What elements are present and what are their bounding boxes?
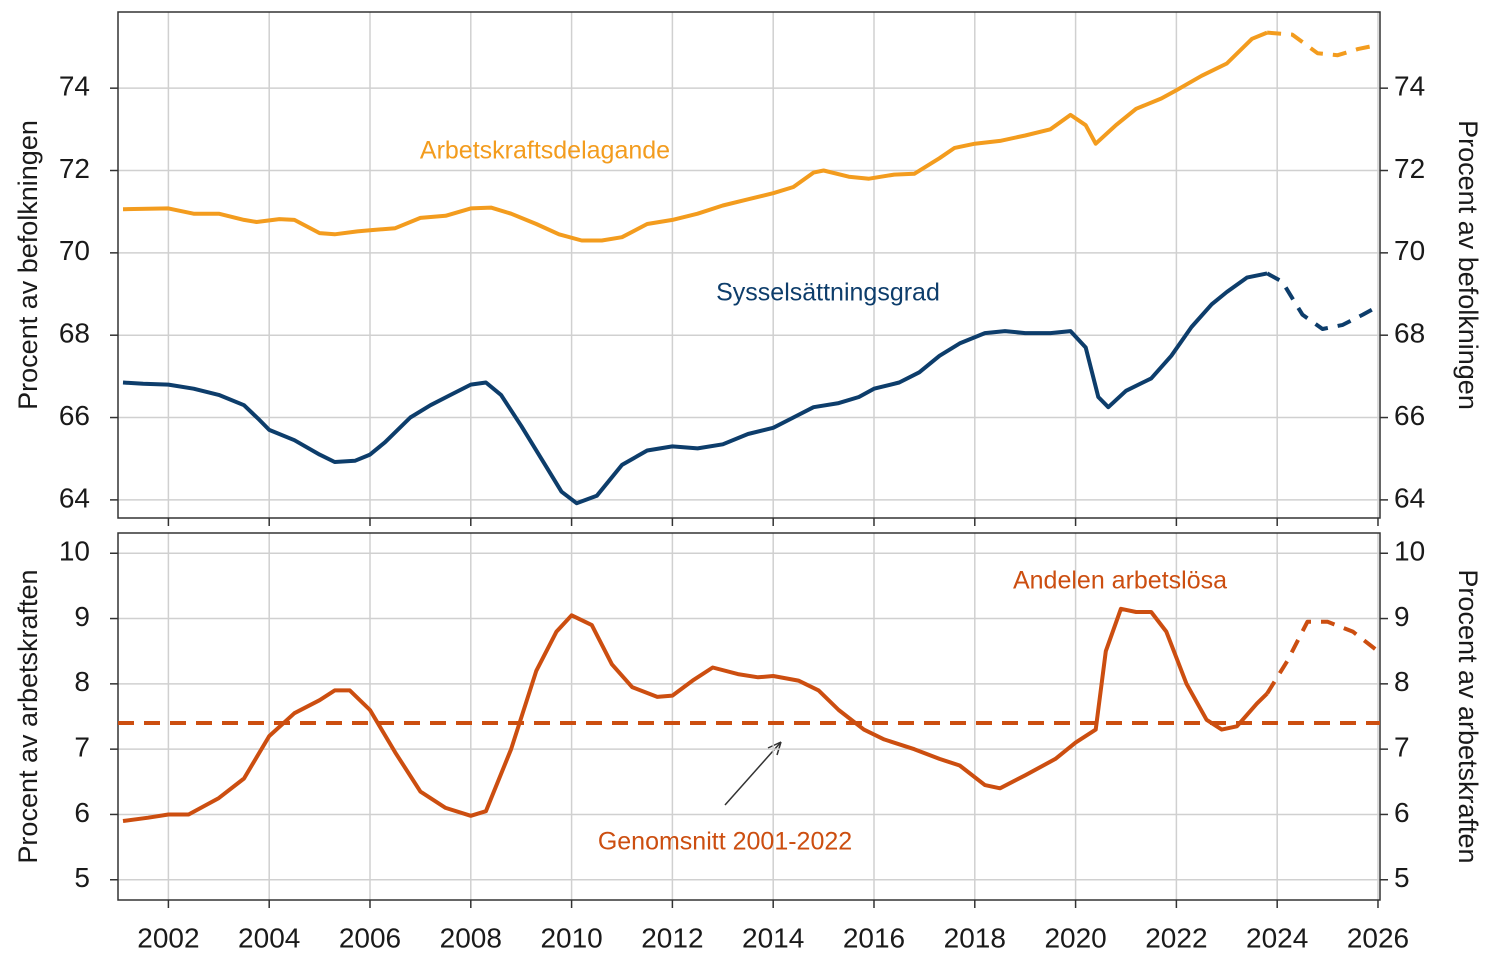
- x-tick-label: 2002: [137, 922, 199, 953]
- x-tick-label: 2024: [1246, 922, 1308, 953]
- y2-tick-label: 72: [1394, 153, 1425, 184]
- y2-axis-label: Procent av befolkningen: [1453, 120, 1483, 410]
- y-tick-label: 70: [59, 235, 90, 266]
- y2-tick-label: 10: [1394, 536, 1425, 567]
- y-tick-label: 7: [74, 732, 90, 763]
- y-axis-label: Procent av befolkningen: [13, 120, 43, 410]
- x-tick-label: 2012: [641, 922, 703, 953]
- y-tick-label: 6: [74, 797, 90, 828]
- x-tick-label: 2018: [944, 922, 1006, 953]
- x-tick-label: 2020: [1044, 922, 1106, 953]
- y-tick-label: 74: [59, 71, 90, 102]
- series-line: [122, 606, 1269, 823]
- y2-tick-label: 64: [1394, 482, 1425, 513]
- x-tick-label: 2008: [440, 922, 502, 953]
- y2-tick-label: 8: [1394, 666, 1410, 697]
- forecast-line: [1266, 271, 1379, 331]
- reference-label: Genomsnitt 2001-2022: [598, 828, 852, 856]
- plot-frame: [117, 11, 1381, 519]
- y-tick-label: 64: [59, 482, 90, 513]
- series-label: Sysselsättningsgrad: [716, 279, 940, 307]
- annotation-arrow: [724, 741, 782, 806]
- y-tick-label: 66: [59, 400, 90, 431]
- x-tick-label: 2014: [742, 922, 804, 953]
- x-tick-label: 2006: [339, 922, 401, 953]
- y2-tick-label: 70: [1394, 235, 1425, 266]
- y2-tick-label: 5: [1394, 862, 1410, 893]
- forecast-line: [1265, 619, 1380, 695]
- x-tick-label: 2016: [843, 922, 905, 953]
- y-tick-label: 68: [59, 318, 90, 349]
- plot-frame: [117, 532, 1381, 901]
- y2-tick-label: 66: [1394, 400, 1425, 431]
- y-tick-label: 8: [74, 666, 90, 697]
- y-tick-label: 10: [59, 536, 90, 567]
- y-tick-label: 5: [74, 862, 90, 893]
- y2-tick-label: 6: [1394, 797, 1410, 828]
- y2-tick-label: 68: [1394, 318, 1425, 349]
- x-tick-label: 2010: [540, 922, 602, 953]
- series-line: [122, 30, 1268, 243]
- x-tick-label: 2022: [1145, 922, 1207, 953]
- x-tick-label: 2004: [238, 922, 300, 953]
- y2-tick-label: 7: [1394, 732, 1410, 763]
- y-tick-label: 72: [59, 153, 90, 184]
- y2-axis-label: Procent av arbetskraften: [1453, 569, 1483, 863]
- forecast-line: [1266, 30, 1379, 58]
- series-label: Arbetskraftsdelagande: [420, 137, 670, 165]
- x-tick-label: 2026: [1347, 922, 1409, 953]
- y-axis-label: Procent av arbetskraften: [13, 569, 43, 863]
- y2-tick-label: 74: [1394, 71, 1425, 102]
- y-tick-label: 9: [74, 601, 90, 632]
- series-label: Andelen arbetslösa: [1013, 567, 1227, 595]
- series-line: [122, 271, 1268, 506]
- y2-tick-label: 9: [1394, 601, 1410, 632]
